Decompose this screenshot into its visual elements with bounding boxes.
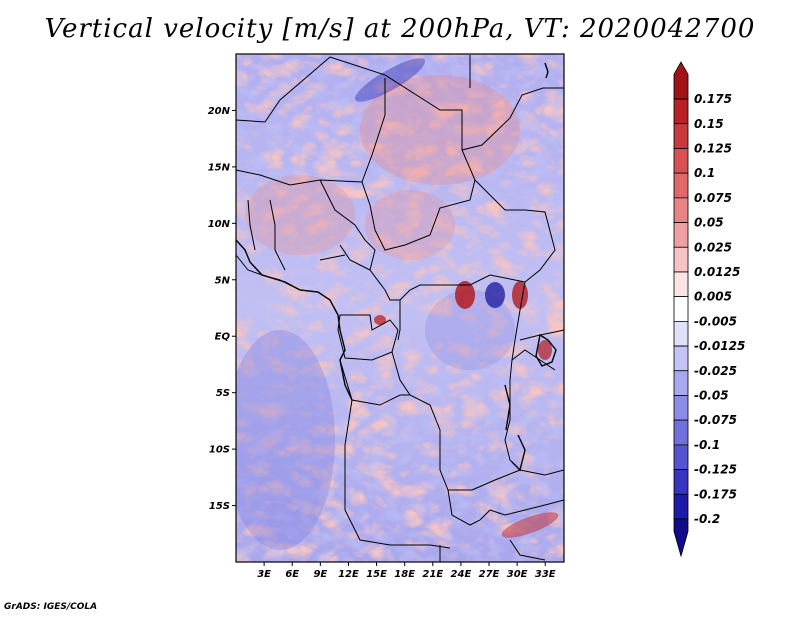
colorbar-label: 0.025 xyxy=(694,240,732,254)
colorbar-swatch xyxy=(673,246,689,273)
colorbar-label: -0.075 xyxy=(694,413,737,427)
lon-tick-label: 15E xyxy=(366,569,387,580)
colorbar-label: -0.2 xyxy=(694,512,720,526)
colorbar-label: -0.005 xyxy=(694,314,737,328)
lat-tick-label: EQ xyxy=(215,332,231,343)
colorbar-swatch xyxy=(673,148,689,174)
colorbar-swatch xyxy=(673,518,689,558)
colorbar-label: 0.005 xyxy=(694,290,732,304)
colorbar-swatch xyxy=(673,296,689,322)
lat-tick-label: 10S xyxy=(209,445,230,456)
colorbar-swatch xyxy=(673,197,689,223)
colorbar-swatch xyxy=(673,172,689,199)
coastline xyxy=(236,62,557,472)
colorbar-label: 0.05 xyxy=(694,216,724,230)
colorbar-swatch xyxy=(673,61,689,100)
vertical-velocity-field xyxy=(236,54,564,562)
colorbar-swatch xyxy=(673,123,689,149)
lon-tick-label: 9E xyxy=(313,569,327,580)
colorbar-label: -0.1 xyxy=(694,438,720,452)
plot-frame xyxy=(235,53,565,563)
colorbar-label: -0.05 xyxy=(694,388,729,402)
lon-tick-label: 3E xyxy=(257,569,271,580)
lon-tick-label: 21E xyxy=(422,569,443,580)
colorbar-swatch xyxy=(673,222,689,248)
lat-tick-label: 5S xyxy=(216,388,230,399)
colorbar-label: 0.175 xyxy=(694,92,732,106)
colorbar-swatch xyxy=(673,320,689,347)
lat-tick-label: 15N xyxy=(208,162,231,173)
lon-tick-label: 6E xyxy=(285,569,299,580)
colorbar-swatch xyxy=(673,98,689,125)
lat-tick-label: 10N xyxy=(208,219,231,230)
lon-tick-label: 33E xyxy=(535,569,556,580)
grads-credit: GrADS: IGES/COLA xyxy=(4,602,98,612)
colorbar-label: 0.075 xyxy=(694,191,732,205)
colorbar-swatch xyxy=(673,419,689,446)
lon-tick-label: 18E xyxy=(394,569,415,580)
colorbar-swatch xyxy=(673,370,689,396)
colorbar-swatch xyxy=(673,345,689,372)
colorbar-swatch xyxy=(673,469,689,495)
lon-tick-label: 24E xyxy=(451,569,472,580)
colorbar-swatch xyxy=(673,444,689,470)
lat-tick-label: 5N xyxy=(215,275,231,286)
colorbar: 0.175 0.15 0.125 0.1 0.075 0.05 0.025 0.0125 0.0… xyxy=(673,61,745,558)
colorbar-label: -0.025 xyxy=(694,364,737,378)
colorbar-swatch xyxy=(673,493,689,520)
colorbar-label: 0.1 xyxy=(694,166,715,180)
lat-tick-label: 20N xyxy=(208,106,231,117)
lat-tick-label: 15S xyxy=(209,501,230,512)
longitude-axis: 3E 6E 9E 12E 15E 18E 21E 24E 27E 30E 33E xyxy=(257,562,556,580)
colorbar-label: -0.0125 xyxy=(694,339,745,353)
lon-tick-label: 30E xyxy=(507,569,528,580)
colorbar-label: 0.125 xyxy=(694,141,732,155)
colorbar-swatch xyxy=(673,271,689,298)
colorbar-label: -0.125 xyxy=(694,463,737,477)
colorbar-label: -0.175 xyxy=(694,487,737,501)
colorbar-label: 0.15 xyxy=(694,117,724,131)
map-title: Vertical velocity [m/s] at 200hPa, VT: 2… xyxy=(44,14,756,44)
colorbar-swatch xyxy=(673,395,689,421)
lon-tick-label: 27E xyxy=(479,569,500,580)
latitude-axis: 20N 15N 10N 5N EQ 5S 10S 15S xyxy=(208,106,236,512)
lon-tick-label: 12E xyxy=(338,569,359,580)
colorbar-label: 0.0125 xyxy=(694,265,740,279)
